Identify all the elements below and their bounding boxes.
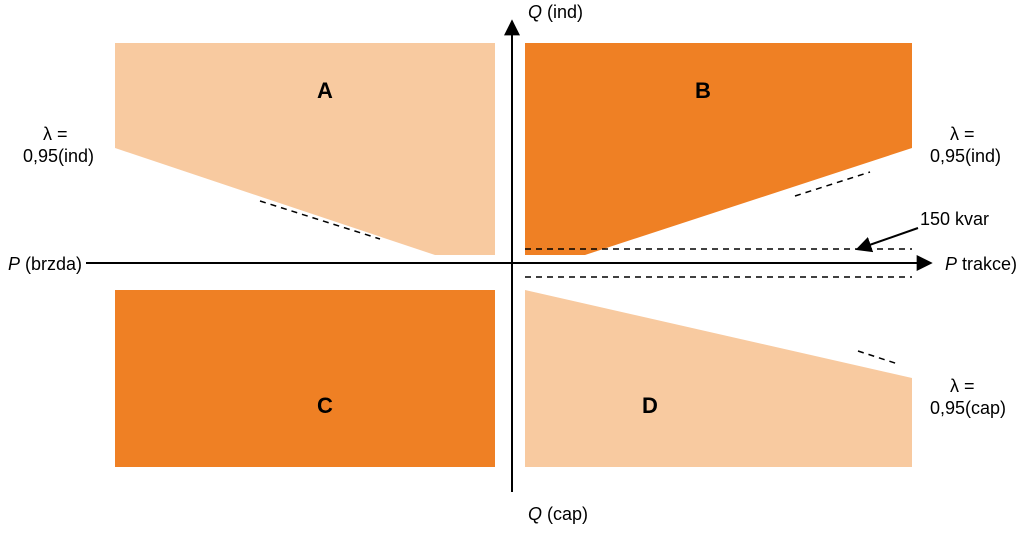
- quad-label-a: A: [317, 78, 333, 103]
- quad-label-c: C: [317, 393, 333, 418]
- lambda-top-right-1: λ =: [950, 124, 975, 144]
- axis-label-x-left: P (brzda): [8, 254, 82, 274]
- kvar-label: 150 kvar: [920, 209, 989, 229]
- region-a: [115, 43, 495, 255]
- lambda-top-right-2: 0,95(ind): [930, 146, 1001, 166]
- lambda-bot-right-1: λ =: [950, 376, 975, 396]
- quad-label-b: B: [695, 78, 711, 103]
- region-c: [115, 290, 495, 467]
- quad-label-d: D: [642, 393, 658, 418]
- region-d: [525, 290, 912, 467]
- lambda-top-left-1: λ =: [43, 124, 68, 144]
- lambda-bot-right-2: 0,95(cap): [930, 398, 1006, 418]
- axis-label-y-top: Q (ind): [528, 2, 583, 22]
- axis-label-y-bottom: Q (cap): [528, 504, 588, 524]
- region-b: [525, 43, 912, 255]
- kvar-arrow: [858, 228, 918, 249]
- axis-label-x-right: P trakce): [945, 254, 1017, 274]
- dash-d-slope: [858, 351, 898, 364]
- lambda-top-left-2: 0,95(ind): [23, 146, 94, 166]
